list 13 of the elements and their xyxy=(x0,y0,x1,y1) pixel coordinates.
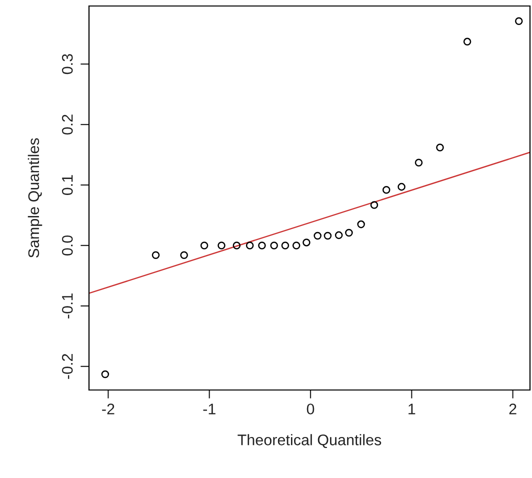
x-tick-label: -1 xyxy=(203,404,216,414)
y-tick-label: 0.0 xyxy=(62,235,73,256)
x-tick-label: 1 xyxy=(408,404,416,414)
y-tick-label: 0.1 xyxy=(62,175,73,196)
x-tick-label: -2 xyxy=(102,404,114,414)
x-axis-title: Theoretical Quantiles xyxy=(238,434,382,448)
y-tick-label: -0.2 xyxy=(62,354,73,379)
y-tick-label: -0.1 xyxy=(62,294,73,318)
x-tick-label: 0 xyxy=(306,404,314,414)
y-tick-label: 0.2 xyxy=(62,114,73,135)
y-tick-label: 0.3 xyxy=(62,54,73,74)
y-axis-title: Sample Quantiles xyxy=(28,138,42,258)
x-tick-label: 2 xyxy=(509,404,516,414)
